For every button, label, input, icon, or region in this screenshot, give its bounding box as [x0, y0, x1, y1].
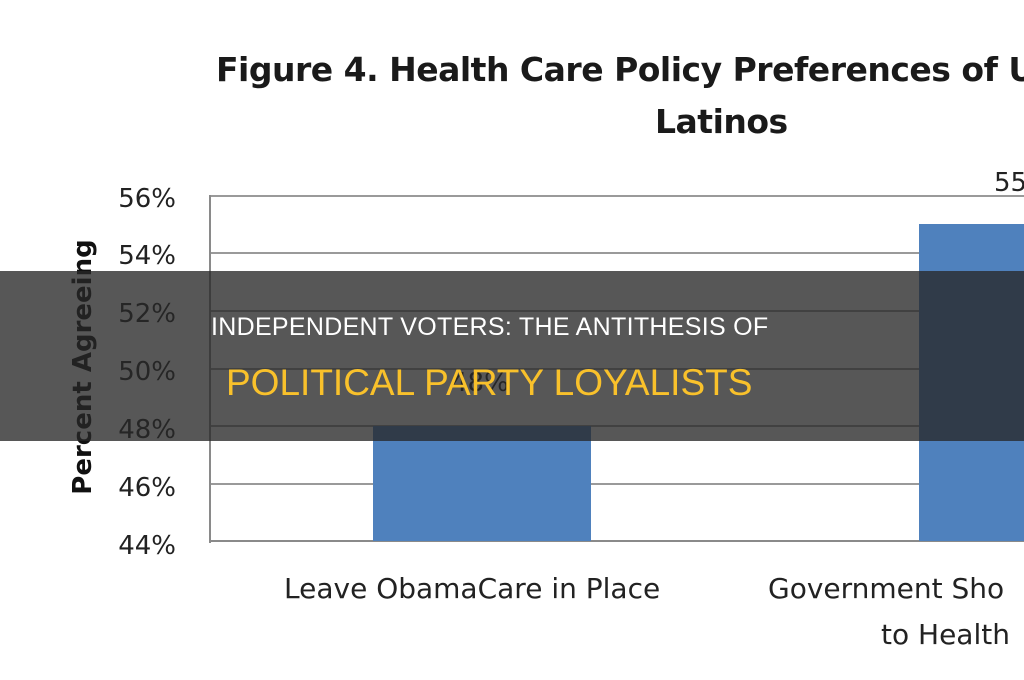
y-tick: 44% — [118, 531, 176, 561]
x-axis-line — [209, 540, 1024, 542]
y-tick: 54% — [118, 241, 176, 271]
x-label-government-line2: to Health — [881, 618, 1010, 651]
headline-line1-text: INDEPENDENT VOTERS: THE ANTITHESIS OF — [211, 313, 769, 341]
data-label-bar-2: 55 — [994, 168, 1024, 198]
headline-banner — [0, 271, 1024, 441]
gridline — [209, 195, 1024, 197]
x-label-government-line1: Government Sho — [768, 572, 1005, 605]
headline-line2-text: POLITICAL PARTY LOYALISTS — [226, 362, 753, 403]
x-label-leave-obamacare: Leave ObamaCare in Place — [284, 572, 661, 605]
figure-title-line2: Latinos — [655, 102, 788, 141]
bar-leave-obamacare — [373, 426, 591, 541]
gridline — [209, 252, 1024, 254]
y-tick: 56% — [118, 184, 176, 214]
gridline — [209, 483, 1024, 485]
figure-title-line1: Figure 4. Health Care Policy Preferences… — [216, 50, 1024, 89]
y-tick: 46% — [118, 473, 176, 503]
